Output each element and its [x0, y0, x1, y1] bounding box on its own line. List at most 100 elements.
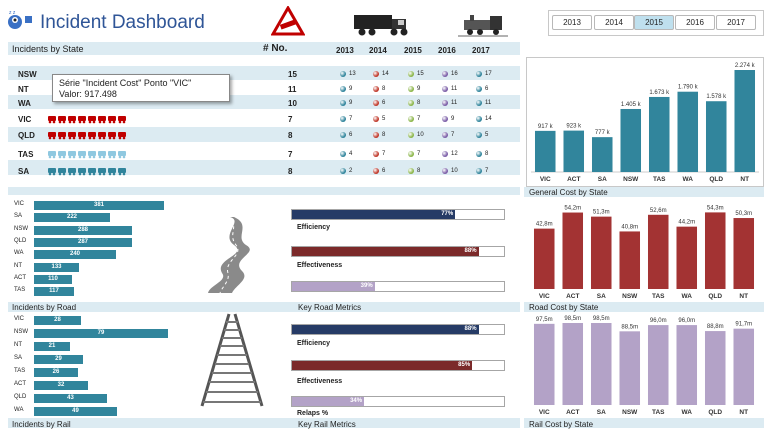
category-label: SA [597, 293, 606, 300]
chart-bar[interactable] [590, 216, 612, 289]
year-button-2013[interactable]: 2013 [552, 15, 592, 30]
road-cost-chart[interactable]: 97,5m VIC 98,5m ACT 98,5m SA 88,5m NSW 96,0m TAS 9… [526, 313, 762, 417]
data-label: 52,6m [650, 208, 667, 214]
incident-cost-chart[interactable]: 917 k VIC 923 k ACT 777 k SA 1.405 k NSW 1.673 k… [526, 57, 764, 187]
chart-bar[interactable] [734, 70, 756, 172]
year-value: 8 [417, 100, 421, 106]
chart-bar[interactable] [620, 108, 642, 172]
bar-state-label: QLD [14, 237, 27, 244]
incident-bar[interactable]: 43 [34, 394, 107, 403]
category-label: NT [740, 176, 749, 183]
year-dot [476, 86, 482, 92]
incident-bar[interactable]: 26 [34, 368, 78, 377]
chart-bar[interactable] [562, 323, 584, 405]
chart-tooltip: Série "Incident Cost" Ponto "VIC" Valor:… [52, 74, 230, 102]
year-value: 6 [382, 100, 386, 106]
year-value: 7 [382, 151, 386, 157]
chart-bar[interactable] [619, 231, 641, 289]
page-title: Incident Dashboard [40, 12, 205, 33]
year-button-2014[interactable]: 2014 [594, 15, 634, 30]
category-label: ACT [567, 176, 580, 183]
year-button-2015[interactable]: 2015 [634, 15, 674, 30]
category-label: VIC [539, 293, 550, 300]
incident-bar[interactable]: 110 [34, 274, 72, 284]
year-dot [408, 132, 414, 138]
state-footer-band [8, 187, 520, 195]
year-dot [476, 168, 482, 174]
chart-bar[interactable] [590, 323, 612, 405]
year-dot [373, 86, 379, 92]
logo-icon: z z [6, 8, 34, 32]
incident-bar[interactable]: 79 [34, 329, 168, 338]
chart-bar[interactable] [705, 101, 727, 172]
year-dot [373, 132, 379, 138]
general-cost-title: General Cost by State [529, 188, 608, 197]
year-value: 6 [349, 132, 353, 138]
incident-bar[interactable]: 288 [34, 225, 132, 235]
year-dot [442, 168, 448, 174]
bar-state-label: NT [14, 262, 22, 269]
chart-bar[interactable] [591, 137, 613, 172]
incident-bar[interactable]: 28 [34, 316, 81, 325]
incident-bar[interactable]: 381 [34, 201, 164, 210]
chart-bar[interactable] [562, 212, 584, 289]
chart-bar[interactable] [704, 212, 726, 289]
chart-bar[interactable] [677, 91, 699, 172]
data-label: 40,8m [621, 224, 638, 230]
chart-bar[interactable] [647, 325, 669, 405]
incident-bar[interactable]: 287 [34, 237, 132, 247]
incident-bar[interactable]: 29 [34, 355, 83, 364]
chart-bar[interactable] [733, 218, 755, 289]
data-label: 1.578 k [706, 94, 727, 100]
chart-bar[interactable] [676, 325, 698, 405]
chart-bar[interactable] [533, 323, 555, 405]
bar-state-label: ACT [14, 274, 26, 281]
year-value: 5 [485, 132, 489, 138]
year-value: 7 [485, 168, 489, 174]
car-icon-row [48, 166, 148, 176]
category-label: NT [739, 409, 748, 416]
incident-bar[interactable]: 240 [34, 250, 116, 260]
category-label: WA [682, 293, 693, 300]
chart-bar[interactable] [533, 228, 555, 289]
incident-bar[interactable]: 222 [34, 213, 110, 223]
rail-metrics-title: Key Rail Metrics [298, 420, 356, 429]
state-label: VIC [18, 115, 32, 124]
chart-bar[interactable] [647, 214, 669, 289]
incident-bar[interactable]: 133 [34, 262, 79, 272]
state-count: 7 [288, 150, 293, 159]
railway-track-icon [196, 312, 268, 408]
chart-bar[interactable] [619, 331, 641, 405]
truck-icon [352, 11, 414, 37]
chart-bar[interactable] [733, 328, 755, 405]
chart-bar[interactable] [676, 226, 698, 289]
chart-bar[interactable] [563, 130, 585, 172]
year-dot [373, 168, 379, 174]
metric-fill: 85% [292, 361, 473, 370]
metric-label: Efficiency [297, 340, 331, 347]
incident-bar[interactable]: 117 [34, 287, 74, 297]
incident-bar[interactable]: 49 [34, 407, 117, 416]
chart-bar[interactable] [534, 130, 556, 172]
year-value: 11 [485, 100, 492, 106]
year-button-2016[interactable]: 2016 [675, 15, 715, 30]
bar-state-label: TAS [14, 287, 26, 294]
bar-state-label: SA [14, 213, 23, 220]
bar-state-label: WA [14, 250, 24, 257]
general-cost-chart[interactable]: 42,8m VIC 54,2m ACT 51,3m SA 40,8m NSW 52,6m TAS 4… [526, 198, 762, 301]
rail-footer-band [8, 418, 520, 428]
year-value: 7 [349, 116, 353, 122]
state-count: 7 [288, 115, 293, 124]
year-button-2017[interactable]: 2017 [716, 15, 756, 30]
chart-bar[interactable] [648, 96, 670, 172]
chart-bar[interactable] [704, 331, 726, 405]
road-icon [200, 215, 256, 295]
road-footer-band [8, 302, 520, 312]
category-label: NT [739, 293, 748, 300]
metric-fill: 34% [292, 397, 365, 406]
data-label: 1.673 k [649, 90, 670, 96]
incident-bar[interactable]: 21 [34, 342, 70, 351]
bar-state-label: SA [14, 355, 23, 361]
year-dot [408, 116, 414, 122]
incident-bar[interactable]: 32 [34, 381, 88, 390]
